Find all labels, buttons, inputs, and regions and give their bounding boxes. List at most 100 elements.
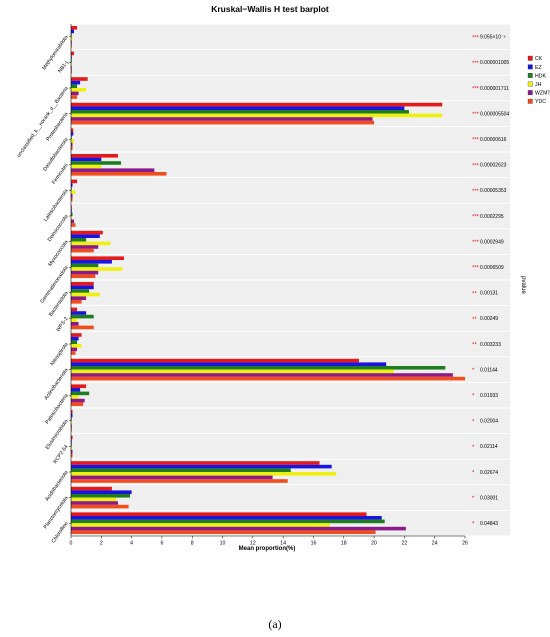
legend-swatch	[527, 73, 533, 78]
row-band	[71, 75, 465, 101]
bar	[71, 322, 79, 326]
legend-label: YDC	[535, 99, 546, 105]
bar	[71, 132, 74, 136]
pvalue-label: 0.00249	[480, 316, 498, 322]
bar	[71, 512, 367, 516]
pvalue-band	[465, 24, 510, 50]
pvalue-band	[465, 408, 510, 434]
bar	[71, 51, 75, 56]
bar	[71, 263, 99, 268]
x-tick-label: 6	[160, 541, 163, 547]
pvalue-label: 9.055×10⁻⁶	[480, 35, 506, 41]
bar	[71, 55, 72, 59]
pvalue-label: 0.02674	[480, 470, 498, 476]
bar	[71, 26, 78, 30]
bar	[71, 494, 131, 498]
bar	[71, 373, 453, 377]
significance-stars: ***	[472, 61, 480, 67]
pvalue-label: 0.03001	[480, 495, 498, 501]
bar	[71, 172, 167, 176]
legend-label: WZMT	[535, 91, 550, 97]
significance-stars: **	[472, 317, 477, 323]
bar	[71, 157, 102, 162]
bar	[71, 307, 78, 312]
bar	[71, 256, 125, 260]
bar	[71, 91, 79, 96]
bar	[71, 234, 100, 238]
bar	[71, 241, 111, 246]
bar	[71, 526, 406, 531]
bar	[71, 530, 376, 534]
bar	[71, 267, 123, 271]
x-tick-label: 10	[220, 541, 226, 547]
bar	[71, 461, 320, 465]
bar	[71, 388, 81, 392]
bar	[71, 216, 72, 220]
bar	[71, 395, 79, 399]
bar	[71, 497, 117, 502]
bar	[71, 285, 94, 290]
pvalue-band	[465, 357, 510, 382]
bar	[71, 179, 78, 184]
pvalue-band	[465, 254, 510, 280]
pvalue-label: 0.02114	[480, 444, 498, 450]
bar	[71, 139, 75, 143]
row-band	[71, 331, 465, 357]
row-band	[71, 50, 465, 75]
pvalue-label: 0.000005504	[480, 111, 509, 117]
row-band	[71, 485, 465, 510]
bar	[71, 168, 155, 172]
row-band	[71, 178, 465, 203]
significance-stars: ***	[472, 138, 480, 144]
bar	[71, 260, 112, 264]
bar	[71, 410, 73, 414]
pvalue-band	[465, 382, 510, 408]
bar	[71, 102, 443, 107]
bar	[71, 113, 443, 118]
x-axis-label: Mean proportion(%)	[239, 546, 296, 552]
legend-label: CK	[535, 56, 543, 62]
bar	[71, 450, 73, 454]
row-band	[71, 203, 465, 229]
x-tick-label: 26	[462, 541, 468, 547]
bar	[71, 183, 73, 187]
bar	[71, 420, 72, 425]
bar	[71, 333, 82, 337]
significance-stars: ***	[472, 112, 480, 118]
x-tick-label: 14	[280, 541, 286, 547]
bar	[71, 439, 72, 443]
x-tick-label: 16	[311, 541, 317, 547]
bar	[71, 190, 76, 194]
pvalue-axis-label: pvalue	[520, 276, 526, 294]
row-band	[71, 382, 465, 408]
row-band	[71, 306, 465, 331]
bar	[71, 186, 72, 191]
pvalue-band	[465, 485, 510, 510]
x-tick-label: 12	[250, 541, 256, 547]
bar	[71, 344, 82, 348]
bar	[71, 428, 72, 432]
pvalue-label: 0.0006509	[480, 265, 504, 271]
pvalue-band	[465, 152, 510, 178]
significance-stars: *	[472, 522, 475, 528]
x-tick-label: 20	[371, 541, 377, 547]
category-label: Chloroflexi	[51, 521, 70, 545]
pvalue-label: 0.000001005	[480, 60, 509, 66]
bar	[71, 120, 375, 125]
x-tick-label: 22	[401, 541, 407, 547]
bar	[71, 248, 94, 253]
bar	[71, 391, 90, 396]
pvalue-band	[465, 50, 510, 75]
bar	[71, 351, 76, 355]
panel-label: (a)	[268, 617, 282, 631]
legend-swatch	[527, 55, 533, 61]
bar	[71, 358, 359, 363]
bar	[71, 40, 72, 44]
significance-stars: ***	[472, 87, 480, 93]
chart-title: Kruskal−Wallis H test barplot	[211, 4, 329, 14]
significance-stars: ***	[472, 215, 480, 221]
pvalue-band	[465, 126, 510, 152]
pvalue-band	[465, 459, 510, 485]
bar	[71, 376, 465, 381]
bar	[71, 36, 73, 41]
